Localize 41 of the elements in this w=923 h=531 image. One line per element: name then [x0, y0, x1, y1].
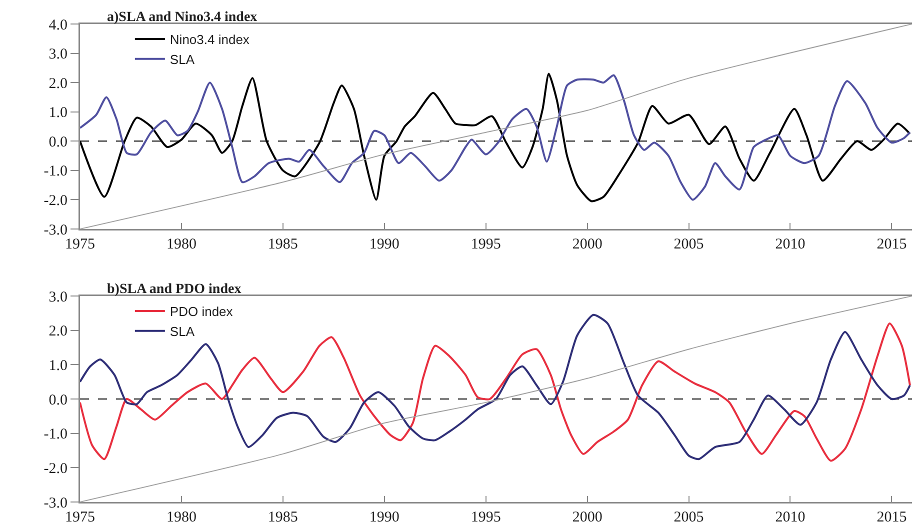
- x-tick-label: 2000: [572, 236, 602, 252]
- x-tick-label: 2010: [775, 236, 806, 252]
- y-tick-label: 1.0: [48, 358, 68, 374]
- x-tick-label: 1990: [369, 236, 400, 252]
- x-tick-label: 1985: [268, 236, 298, 252]
- y-tick-label: 0.0: [48, 134, 68, 150]
- y-tick-label: 0.0: [48, 392, 68, 408]
- x-tick-label: 1975: [65, 510, 95, 526]
- x-tick-label: 1980: [166, 236, 196, 252]
- y-tick-label: 3.0: [48, 289, 68, 306]
- line-series: [80, 296, 912, 502]
- y-tick-label: 2.0: [48, 324, 68, 340]
- y-tick-label: 1.0: [48, 105, 68, 122]
- legend-label: PDO index: [170, 304, 234, 320]
- legend-label: SLA: [170, 324, 195, 339]
- x-tick-label: 2005: [674, 510, 704, 526]
- x-tick-label: 1975: [65, 236, 95, 252]
- chart-title: a)SLA and Nino3.4 index: [107, 10, 258, 25]
- x-tick-label: 1990: [369, 510, 400, 526]
- x-tick-label: 1980: [166, 510, 196, 526]
- x-tick-label: 2015: [876, 510, 907, 526]
- y-tick-label: -2.0: [44, 460, 68, 477]
- legend-label: Nino3.4 index: [170, 32, 250, 48]
- x-tick-label: 1985: [268, 510, 298, 526]
- chart-title: b)SLA and PDO index: [107, 282, 242, 297]
- y-tick-label: 4.0: [48, 17, 68, 34]
- x-tick-label: 2010: [775, 510, 806, 526]
- x-tick-label: 1995: [470, 510, 501, 526]
- x-tick-label: 2005: [674, 236, 704, 252]
- y-tick-label: 2.0: [48, 76, 68, 92]
- x-tick-label: 1995: [470, 236, 501, 252]
- y-tick-label: -1.0: [44, 426, 68, 443]
- y-tick-label: -2.0: [44, 192, 68, 209]
- legend-label: SLA: [170, 52, 195, 67]
- y-tick-label: -3.0: [44, 222, 68, 238]
- y-tick-label: -1.0: [44, 164, 68, 180]
- line-series: [80, 24, 912, 229]
- y-tick-label: -3.0: [44, 495, 68, 512]
- y-tick-label: 3.0: [48, 46, 68, 63]
- x-tick-label: 2000: [572, 510, 602, 526]
- x-tick-label: 2015: [876, 236, 907, 252]
